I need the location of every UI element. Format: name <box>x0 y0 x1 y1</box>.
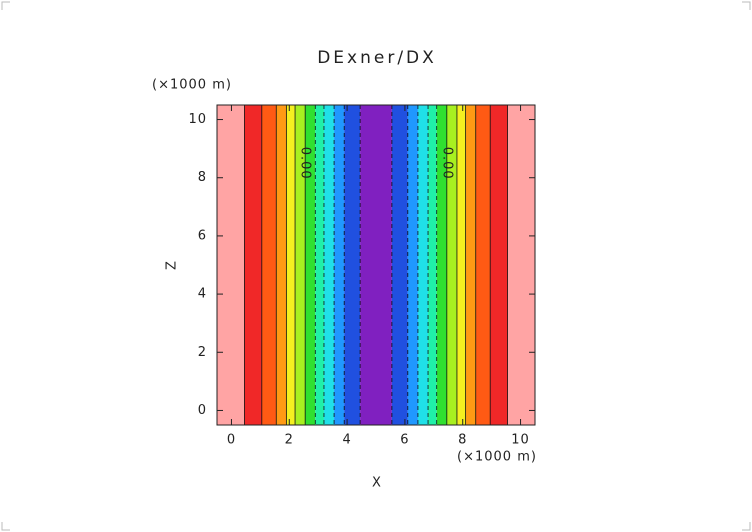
contour-band <box>334 105 345 425</box>
contour-band <box>391 105 408 425</box>
plot-frame <box>216 104 536 426</box>
y-tick-label: 0 <box>198 403 207 418</box>
contour-band <box>507 105 535 425</box>
x-tick-label: 2 <box>285 433 294 448</box>
corner-mark <box>742 1 751 10</box>
corner-mark <box>1 522 10 531</box>
contour-band <box>465 105 476 425</box>
y-tick-label: 2 <box>198 345 207 360</box>
y-tick-label: 10 <box>188 112 207 127</box>
corner-mark <box>1 1 10 10</box>
contour-label: 0.00 <box>298 147 313 180</box>
y-axis-label: Z <box>165 260 180 270</box>
x-tick-label: 6 <box>400 433 409 448</box>
contour-band <box>344 105 361 425</box>
contour-band <box>428 105 437 425</box>
contour-band <box>436 105 447 425</box>
contour-band <box>286 105 296 425</box>
x-tick-label: 10 <box>511 433 530 448</box>
y-tick-label: 8 <box>198 170 207 185</box>
contour-band <box>417 105 429 425</box>
contour-band <box>217 105 245 425</box>
y-tick-label: 4 <box>198 287 207 302</box>
contour-band <box>315 105 324 425</box>
x-tick-label: 0 <box>227 433 236 448</box>
contour-band <box>305 105 316 425</box>
x-axis-label: X <box>372 476 382 491</box>
contour-band <box>446 105 457 425</box>
contour-band <box>295 105 306 425</box>
chart-title: DExner/DX <box>317 48 437 68</box>
contour-band <box>261 105 277 425</box>
contour-band <box>360 105 392 425</box>
contour-band <box>475 105 491 425</box>
contour-band <box>323 105 335 425</box>
x-tick-label: 4 <box>342 433 351 448</box>
y-unit: (×1000 m) <box>152 78 232 93</box>
contour-band <box>276 105 287 425</box>
contour-band <box>407 105 418 425</box>
contour-band <box>490 105 508 425</box>
contour-band <box>456 105 466 425</box>
contour-label: 0.00 <box>439 147 454 180</box>
x-tick-label: 8 <box>458 433 467 448</box>
y-tick-label: 6 <box>198 228 207 243</box>
corner-mark <box>742 522 751 531</box>
x-unit: (×1000 m) <box>457 450 537 465</box>
contour-band <box>244 105 262 425</box>
